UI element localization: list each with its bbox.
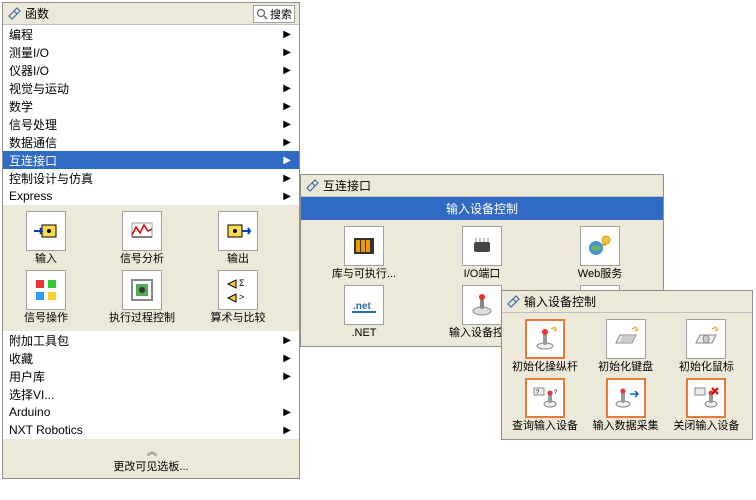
- menu-list-top: 编程▶ 测量I/O▶ 仪器I/O▶ 视觉与运动▶ 数学▶ 信号处理▶ 数据通信▶…: [3, 25, 299, 205]
- svg-text:>: >: [239, 292, 244, 302]
- svg-text:Σ: Σ: [239, 278, 245, 288]
- icon-acquire-input[interactable]: 输入数据采集: [591, 378, 661, 433]
- menu-item-express[interactable]: Express▶: [3, 187, 299, 205]
- menu-item-select-vi[interactable]: 选择VI...: [3, 385, 299, 403]
- icon-dotnet[interactable]: .net .NET: [309, 285, 419, 340]
- connectivity-header: 互连接口: [301, 175, 663, 197]
- pin-icon[interactable]: [506, 295, 520, 309]
- connectivity-bluebar: 输入设备控制: [301, 197, 663, 220]
- icon-web-service[interactable]: Web服务: [545, 226, 655, 281]
- menu-item-favorites[interactable]: 收藏▶: [3, 349, 299, 367]
- menu-item-data-comm[interactable]: 数据通信▶: [3, 133, 299, 151]
- pin-icon[interactable]: [7, 7, 21, 21]
- pin-icon[interactable]: [305, 179, 319, 193]
- svg-text:.net: .net: [353, 301, 371, 312]
- menu-list-bottom: 附加工具包▶ 收藏▶ 用户库▶ 选择VI... Arduino▶ NXT Rob…: [3, 331, 299, 439]
- menu-item-math[interactable]: 数学▶: [3, 97, 299, 115]
- input-device-header: 输入设备控制: [502, 291, 752, 313]
- main-functions-panel: 函数 搜索 编程▶ 测量I/O▶ 仪器I/O▶ 视觉与运动▶ 数学▶ 信号处理▶…: [2, 2, 300, 479]
- menu-item-measure-io[interactable]: 测量I/O▶: [3, 43, 299, 61]
- icon-lib-exec[interactable]: 库与可执行...: [309, 226, 419, 281]
- menu-item-control-sim[interactable]: 控制设计与仿真▶: [3, 169, 299, 187]
- icon-signal-manip[interactable]: 信号操作: [11, 270, 81, 325]
- menu-item-arduino[interactable]: Arduino▶: [3, 403, 299, 421]
- main-panel-header: 函数 搜索: [3, 3, 299, 25]
- icon-init-joystick[interactable]: 初始化操纵杆: [510, 319, 580, 374]
- menu-item-instrument-io[interactable]: 仪器I/O▶: [3, 61, 299, 79]
- search-icon: [256, 8, 268, 20]
- icon-query-input[interactable]: ?? 查询输入设备: [510, 378, 580, 433]
- icon-init-mouse[interactable]: 初始化鼠标: [671, 319, 741, 374]
- icon-exec-control[interactable]: 执行过程控制: [107, 270, 177, 325]
- menu-item-vision-motion[interactable]: 视觉与运动▶: [3, 79, 299, 97]
- input-device-panel: 输入设备控制 初始化操纵杆 初始化键盘 初始化鼠标 ?? 查询输入设备 输入数据…: [501, 290, 753, 440]
- icon-signal-analysis[interactable]: 信号分析: [107, 211, 177, 266]
- icon-arith-compare[interactable]: Σ> 算术与比较: [203, 270, 273, 325]
- search-label: 搜索: [270, 6, 292, 22]
- icon-output[interactable]: 输出: [203, 211, 273, 266]
- icon-io-port[interactable]: I/O端口: [427, 226, 537, 281]
- menu-item-user-lib[interactable]: 用户库▶: [3, 367, 299, 385]
- menu-item-programming[interactable]: 编程▶: [3, 25, 299, 43]
- menu-item-nxt[interactable]: NXT Robotics▶: [3, 421, 299, 439]
- icon-close-input[interactable]: 关闭输入设备: [671, 378, 741, 433]
- footer-area[interactable]: ︽ 更改可见选板...: [3, 439, 299, 478]
- search-box[interactable]: 搜索: [253, 5, 295, 23]
- footer-label: 更改可见选板...: [3, 458, 299, 474]
- main-panel-title: 函数: [25, 5, 253, 22]
- icon-input[interactable]: 输入: [11, 211, 81, 266]
- input-device-grid: 初始化操纵杆 初始化键盘 初始化鼠标 ?? 查询输入设备 输入数据采集 关闭输入…: [502, 313, 752, 439]
- connectivity-title: 互连接口: [323, 177, 659, 194]
- express-icon-grid: 输入 信号分析 输出 信号操作 执行过程控制 Σ> 算术与比较: [3, 205, 299, 331]
- menu-item-signal-proc[interactable]: 信号处理▶: [3, 115, 299, 133]
- svg-text:?: ?: [554, 390, 558, 396]
- icon-init-keyboard[interactable]: 初始化键盘: [591, 319, 661, 374]
- chevron-up-icon: ︽: [3, 443, 299, 458]
- menu-item-addons[interactable]: 附加工具包▶: [3, 331, 299, 349]
- input-device-title: 输入设备控制: [524, 293, 748, 310]
- menu-item-connectivity[interactable]: 互连接口▶: [3, 151, 299, 169]
